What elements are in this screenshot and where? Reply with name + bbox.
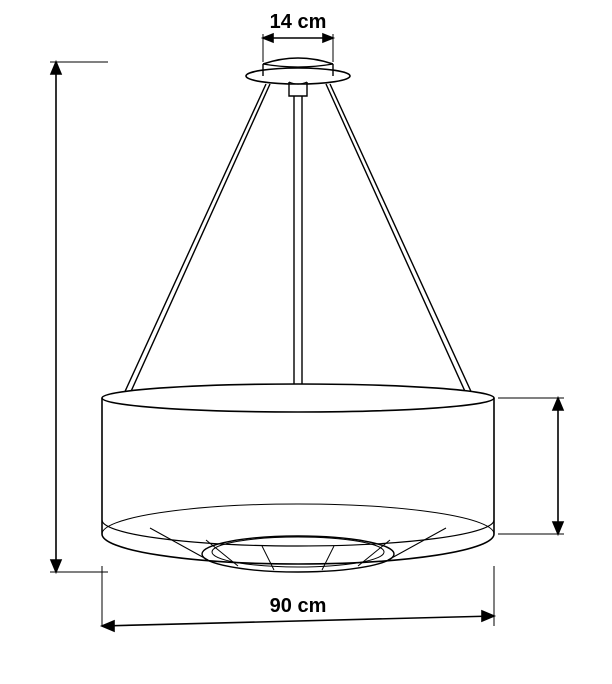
wire-right-b bbox=[326, 84, 468, 398]
wire-left-a bbox=[122, 84, 266, 398]
dim-shade-width-label: 90 cm bbox=[270, 595, 327, 617]
canopy-cap bbox=[263, 58, 333, 64]
shade-bottom-back bbox=[102, 504, 494, 534]
canopy-cap-under bbox=[263, 64, 333, 67]
inner-ring-2 bbox=[212, 537, 384, 567]
dim-shade-height bbox=[498, 398, 564, 534]
lamp-technical-drawing: 112 cm 22 cm 90 cm 14 cm bbox=[0, 0, 612, 684]
dim-canopy-width-label: 14 cm bbox=[270, 11, 327, 33]
canopy-disc bbox=[246, 68, 350, 84]
dim-total-height bbox=[50, 62, 108, 572]
shade-top-rim bbox=[102, 384, 494, 412]
wire-right-a bbox=[330, 84, 474, 398]
shade-band-top bbox=[102, 520, 494, 546]
wire-left-b bbox=[128, 84, 270, 398]
